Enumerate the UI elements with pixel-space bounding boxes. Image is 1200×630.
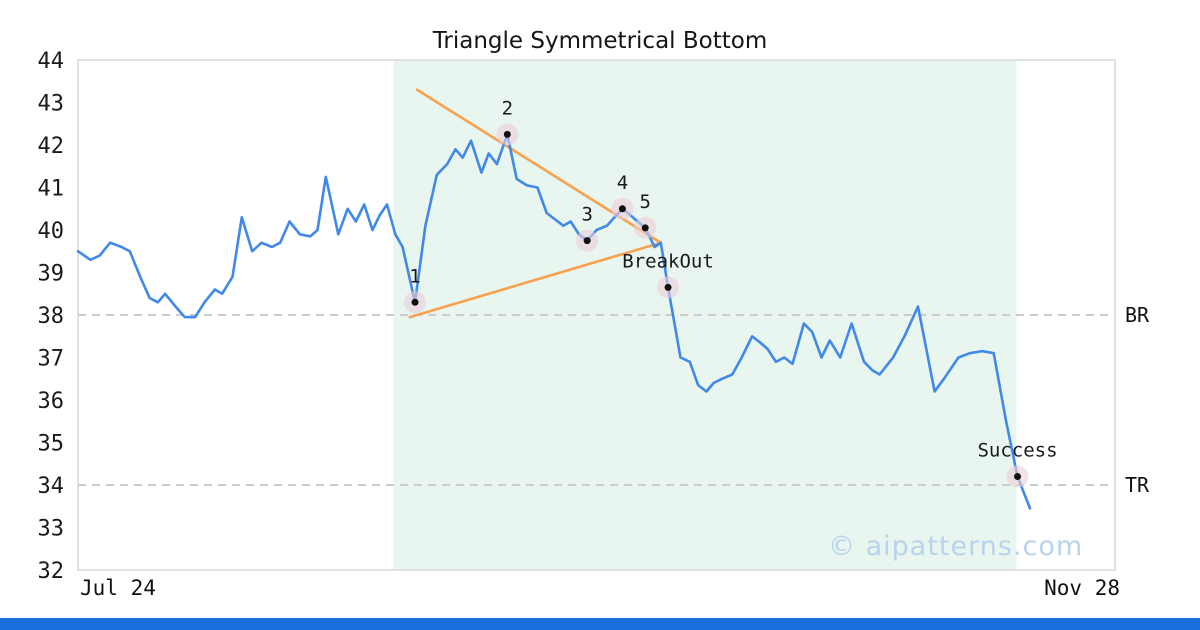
marker-dot [664, 283, 672, 291]
marker-dot [583, 237, 591, 245]
y-tick-label: 33 [38, 517, 65, 542]
watermark: © aipatterns.com [828, 531, 1084, 562]
y-tick-label: 38 [38, 304, 65, 329]
ref-label-br: BR [1125, 303, 1150, 327]
y-tick-label: 37 [38, 347, 65, 372]
marker-label: 5 [640, 191, 651, 213]
marker-label: Success [977, 440, 1057, 462]
y-tick-label: 43 [38, 92, 65, 117]
ref-label-tr: TR [1125, 473, 1150, 497]
marker-dot [1014, 473, 1022, 480]
marker-label: BreakOut [622, 250, 714, 272]
y-tick-label: 36 [38, 389, 65, 414]
marker-dot [618, 205, 626, 213]
y-tick-label: 32 [38, 559, 65, 584]
x-axis-end-label: Nov 28 [1044, 576, 1120, 600]
bottom-accent-bar [0, 618, 1200, 630]
marker-dot [641, 224, 649, 232]
marker-dot [411, 298, 419, 306]
y-tick-label: 35 [38, 432, 65, 457]
y-tick-label: 44 [38, 49, 65, 74]
marker-label: 3 [581, 204, 592, 226]
chart-title: Triangle Symmetrical Bottom [432, 28, 768, 54]
y-tick-label: 34 [38, 474, 65, 499]
pattern-zone [393, 60, 1017, 570]
y-tick-label: 40 [38, 219, 65, 244]
y-tick-label: 39 [38, 262, 65, 287]
marker-label: 4 [617, 172, 628, 194]
x-axis-start-label: Jul 24 [80, 576, 156, 600]
marker-label: 1 [409, 265, 420, 287]
y-tick-label: 41 [38, 177, 65, 202]
price-line [76, 133, 1032, 510]
marker-dot [503, 130, 511, 138]
marker-label: 2 [502, 97, 513, 119]
plot-border [77, 59, 1116, 571]
trendline-lower [408, 241, 663, 319]
y-tick-label: 42 [38, 134, 65, 159]
